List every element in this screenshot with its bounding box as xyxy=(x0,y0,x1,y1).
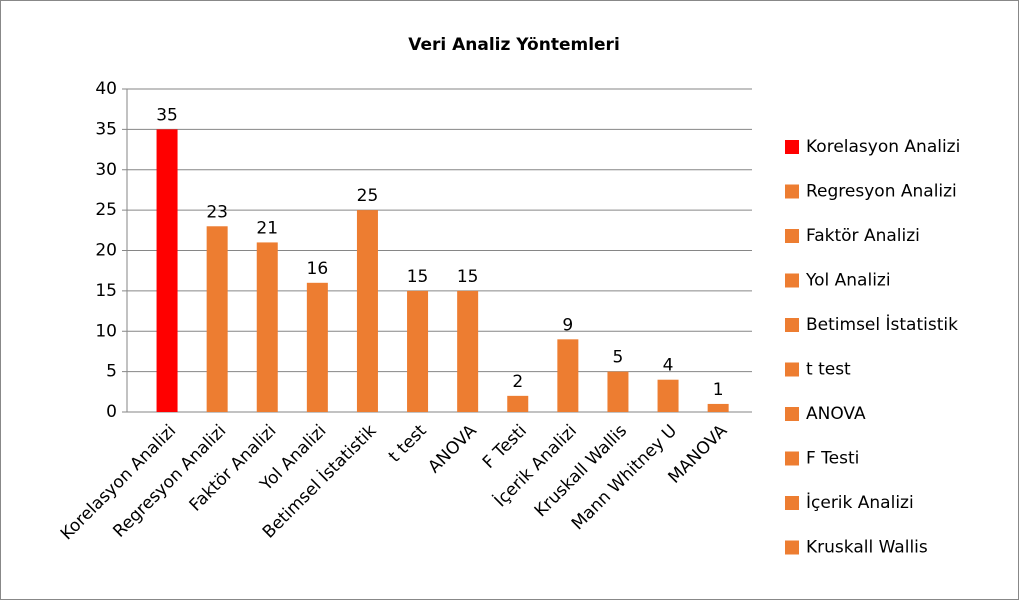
legend-swatch xyxy=(785,362,799,377)
data-label: 16 xyxy=(307,259,329,279)
bar xyxy=(607,371,629,412)
bar xyxy=(156,129,178,412)
legend-label: F Testi xyxy=(806,449,859,469)
y-tick-label: 20 xyxy=(95,241,117,261)
y-tick-label: 35 xyxy=(95,119,117,139)
y-tick-label: 0 xyxy=(106,402,117,422)
legend-label: Yol Analizi xyxy=(805,271,891,291)
bar xyxy=(256,242,278,412)
data-label: 21 xyxy=(256,218,278,238)
bar xyxy=(657,379,679,412)
bar xyxy=(206,226,228,412)
legend-label: İçerik Analizi xyxy=(806,492,914,513)
data-label: 15 xyxy=(457,267,479,287)
legend-swatch xyxy=(785,407,799,421)
y-tick-label: 5 xyxy=(106,362,117,382)
y-tick-label: 40 xyxy=(95,79,117,99)
bar xyxy=(507,395,529,412)
legend-label: Regresyon Analizi xyxy=(806,182,957,202)
bar xyxy=(707,403,729,412)
legend-swatch xyxy=(785,229,799,243)
data-label: 35 xyxy=(156,105,178,125)
chart-title: Veri Analiz Yöntemleri xyxy=(408,35,620,55)
legend-swatch xyxy=(785,184,799,199)
bar xyxy=(557,339,579,412)
data-label: 9 xyxy=(562,315,573,335)
data-label: 23 xyxy=(206,202,228,222)
data-label: 4 xyxy=(663,356,674,376)
legend-label: Betimsel İstatistik xyxy=(806,314,958,335)
legend-label: t test xyxy=(806,360,851,380)
y-tick-label: 30 xyxy=(95,160,117,180)
legend-label: Faktör Analizi xyxy=(806,226,920,246)
y-tick-label: 10 xyxy=(95,321,117,341)
legend-swatch xyxy=(785,140,799,154)
bar xyxy=(306,282,328,412)
data-label: 2 xyxy=(512,372,523,392)
data-label: 25 xyxy=(357,186,379,206)
legend-swatch xyxy=(785,318,799,332)
y-tick-label: 25 xyxy=(95,200,117,220)
legend-swatch xyxy=(785,273,799,288)
bar xyxy=(356,210,378,412)
data-label: 1 xyxy=(713,380,724,400)
data-label: 15 xyxy=(407,267,429,287)
bar xyxy=(457,290,479,412)
legend-label: ANOVA xyxy=(806,404,866,424)
data-label: 5 xyxy=(613,348,624,368)
legend-swatch xyxy=(785,496,799,510)
legend-swatch xyxy=(785,451,799,466)
y-tick-label: 15 xyxy=(95,281,117,301)
legend-label: Korelasyon Analizi xyxy=(806,137,960,157)
legend-swatch xyxy=(785,540,799,555)
bar xyxy=(407,290,429,412)
legend-label: Kruskall Wallis xyxy=(806,538,928,558)
